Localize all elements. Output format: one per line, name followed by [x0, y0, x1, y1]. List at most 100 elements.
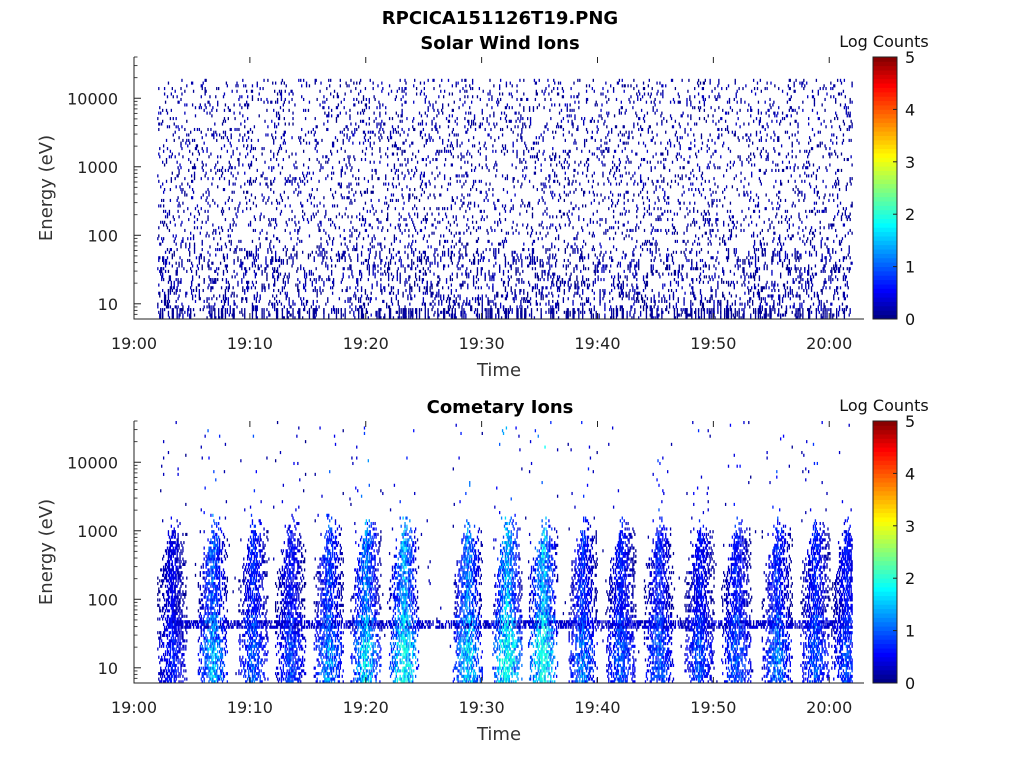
heatmap-cell	[182, 202, 183, 205]
heatmap-cell	[564, 292, 565, 295]
heatmap-cell	[400, 163, 401, 166]
heatmap-cell	[349, 311, 350, 314]
heatmap-cell	[457, 139, 458, 142]
heatmap-cell	[610, 169, 611, 172]
heatmap-cell	[506, 106, 507, 109]
heatmap-cell	[171, 109, 172, 112]
heatmap-cell	[488, 273, 489, 276]
heatmap-cell	[225, 131, 226, 134]
heatmap-cell	[457, 117, 458, 120]
heatmap-cell	[387, 147, 388, 150]
heatmap-cell	[179, 311, 180, 314]
heatmap-cell	[593, 281, 594, 284]
heatmap-cell	[564, 213, 565, 216]
heatmap-cell	[535, 172, 536, 175]
heatmap-cell	[401, 259, 402, 262]
heatmap-cell	[548, 180, 549, 183]
heatmap-cell	[280, 144, 281, 147]
heatmap-cell	[483, 117, 484, 120]
heatmap-cell	[429, 136, 430, 139]
heatmap-cell	[386, 256, 387, 259]
heatmap-cell	[378, 101, 379, 104]
heatmap-cell	[340, 131, 341, 134]
heatmap-cell	[474, 169, 475, 172]
heatmap-cell	[614, 163, 615, 166]
heatmap-cell	[593, 79, 594, 82]
heatmap-cell	[256, 245, 257, 248]
heatmap-cell	[581, 281, 582, 284]
heatmap-cell	[457, 174, 458, 177]
heatmap-cell	[404, 158, 405, 161]
heatmap-cell	[425, 305, 426, 308]
heatmap-cell	[305, 278, 306, 281]
heatmap-cell	[208, 101, 209, 104]
heatmap-cell	[246, 147, 247, 150]
heatmap-cell	[364, 223, 365, 226]
heatmap-cell	[160, 273, 161, 276]
heatmap-cell	[522, 125, 523, 128]
heatmap-cell	[303, 303, 304, 306]
heatmap-cell	[431, 232, 432, 235]
heatmap-cell	[569, 314, 570, 317]
heatmap-cell	[503, 284, 504, 287]
heatmap-cell	[541, 311, 542, 314]
heatmap-cell	[204, 256, 205, 259]
heatmap-cell	[327, 120, 328, 123]
heatmap-cell	[565, 251, 566, 254]
heatmap-cell	[365, 221, 366, 224]
heatmap-cell	[562, 278, 563, 281]
heatmap-cell	[398, 303, 399, 306]
heatmap-cell	[191, 270, 192, 273]
heatmap-cell	[450, 144, 451, 147]
heatmap-cell	[595, 264, 596, 267]
heatmap-cell	[457, 123, 458, 126]
heatmap-cell	[166, 259, 167, 262]
heatmap-cell	[177, 297, 178, 300]
heatmap-cell	[399, 218, 400, 221]
heatmap-cell	[225, 120, 226, 123]
heatmap-cell	[198, 267, 199, 270]
heatmap-cell	[207, 202, 208, 205]
heatmap-cell	[481, 180, 482, 183]
heatmap-cell	[173, 311, 174, 314]
heatmap-cell	[268, 196, 269, 199]
heatmap-cell	[451, 153, 452, 156]
heatmap-cell	[425, 133, 426, 136]
heatmap-cell	[193, 191, 194, 194]
heatmap-cell	[417, 232, 418, 235]
heatmap-cell	[574, 281, 575, 284]
heatmap-cell	[235, 251, 236, 254]
heatmap-cell	[274, 305, 275, 308]
heatmap-cell	[437, 254, 438, 257]
heatmap-cell	[448, 139, 449, 142]
heatmap-cell	[427, 218, 428, 221]
heatmap-cell	[604, 305, 605, 308]
heatmap-cell	[588, 267, 589, 270]
heatmap-cell	[408, 243, 409, 246]
heatmap-cell	[513, 180, 514, 183]
heatmap-cell	[514, 289, 515, 292]
heatmap-cell	[456, 84, 457, 87]
heatmap-cell	[488, 188, 489, 191]
heatmap-cell	[237, 207, 238, 210]
heatmap-cell	[173, 133, 174, 136]
heatmap-cell	[165, 210, 166, 213]
heatmap-cell	[460, 166, 461, 169]
heatmap-cell	[617, 202, 618, 205]
heatmap-cell	[467, 150, 468, 153]
heatmap-cell	[401, 114, 402, 117]
heatmap-cell	[501, 278, 502, 281]
heatmap-cell	[432, 158, 433, 161]
heatmap-cell	[180, 144, 181, 147]
heatmap-cell	[181, 303, 182, 306]
heatmap-cell	[260, 183, 261, 186]
heatmap-cell	[499, 87, 500, 90]
heatmap-cell	[239, 103, 240, 106]
heatmap-cell	[491, 311, 492, 314]
heatmap-cell	[488, 259, 489, 262]
heatmap-cell	[387, 188, 388, 191]
heatmap-cell	[600, 92, 601, 95]
heatmap-cell	[454, 294, 455, 297]
heatmap-cell	[610, 251, 611, 254]
heatmap-cell	[294, 215, 295, 218]
